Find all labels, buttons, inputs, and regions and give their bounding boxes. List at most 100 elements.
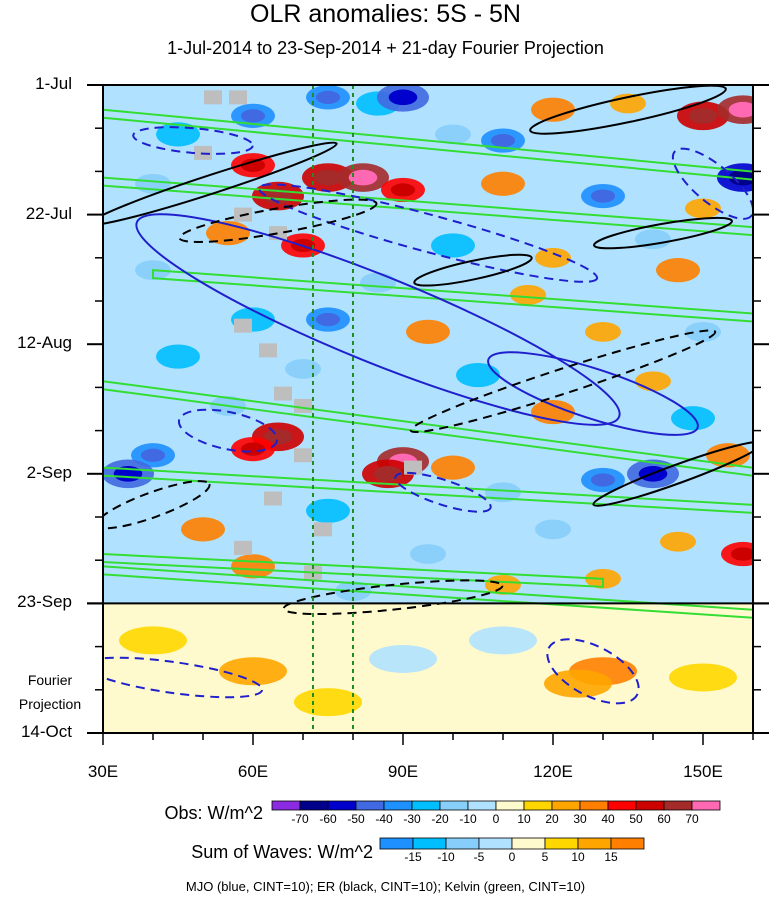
anomaly-core bbox=[688, 108, 718, 124]
obs-colorbar-tick: -30 bbox=[403, 812, 421, 826]
kelvin-contour bbox=[103, 380, 753, 477]
obs-colorbar-box bbox=[691, 800, 721, 811]
forecast-cell bbox=[369, 644, 437, 673]
missing-data-cell bbox=[234, 318, 252, 333]
waves-colorbar-title: Sum of Waves: W/m^2 bbox=[191, 842, 373, 862]
forecast-cell bbox=[544, 669, 612, 698]
obs-colorbar-box bbox=[355, 800, 385, 811]
forecast-cell bbox=[294, 688, 362, 717]
anomaly-cell bbox=[706, 443, 750, 468]
mjo-contour bbox=[546, 638, 640, 705]
anomaly-cell bbox=[431, 455, 475, 480]
obs-colorbar-box bbox=[383, 800, 413, 811]
chart-subtitle: 1-Jul-2014 to 23-Sep-2014 + 21-day Fouri… bbox=[167, 38, 604, 58]
anomaly-core bbox=[263, 428, 293, 445]
missing-data-cell bbox=[404, 460, 422, 475]
obs-colorbar-tick: 20 bbox=[545, 812, 559, 826]
obs-colorbar-tick: -50 bbox=[347, 812, 365, 826]
waves-colorbar-tick: -10 bbox=[437, 850, 455, 864]
obs-colorbar-box bbox=[551, 800, 581, 811]
mjo-contour bbox=[103, 656, 264, 699]
obs-colorbar-title: Obs: W/m^2 bbox=[164, 803, 263, 823]
kelvin-contour bbox=[103, 176, 753, 237]
obs-colorbar-tick: -40 bbox=[375, 812, 393, 826]
anomaly-core bbox=[388, 89, 418, 106]
waves-colorbar-box bbox=[511, 837, 546, 850]
obs-colorbar-tick: 0 bbox=[492, 812, 500, 826]
obs-colorbar-tick: 10 bbox=[517, 812, 531, 826]
waves-colorbar-tick: -15 bbox=[404, 850, 422, 864]
missing-data-cell bbox=[294, 398, 312, 413]
forecast-cell bbox=[469, 626, 537, 655]
missing-data-cell bbox=[294, 448, 312, 463]
mjo-contour bbox=[132, 126, 254, 155]
anomaly-core bbox=[490, 133, 516, 148]
missing-data-cell bbox=[259, 343, 277, 358]
anomaly-cell bbox=[410, 544, 446, 564]
y-tick-label: 2-Sep bbox=[26, 462, 72, 482]
obs-colorbar-box bbox=[411, 800, 441, 811]
waves-colorbar-box bbox=[412, 837, 447, 850]
anomaly-cell bbox=[535, 247, 571, 268]
anomaly-core bbox=[315, 90, 341, 104]
plot-axes bbox=[87, 84, 769, 745]
anomaly-cell bbox=[285, 358, 321, 379]
anomaly-cell bbox=[435, 124, 471, 145]
anomaly-core bbox=[240, 109, 266, 123]
reference-lines bbox=[87, 85, 769, 733]
anomaly-cell bbox=[585, 321, 621, 342]
plot-background bbox=[103, 85, 753, 733]
obs-colorbar-box bbox=[299, 800, 329, 811]
x-tick-label: 30E bbox=[87, 762, 119, 781]
anomaly-cell bbox=[485, 574, 521, 595]
y-tick-label: 14-Oct bbox=[20, 722, 72, 741]
anomaly-cell bbox=[635, 229, 671, 250]
obs-colorbar-box bbox=[579, 800, 609, 811]
waves-colorbar-box bbox=[544, 837, 579, 850]
er-contour bbox=[178, 198, 378, 243]
kelvin-contours bbox=[103, 108, 753, 619]
anomaly-core bbox=[348, 169, 378, 186]
anomaly-cell bbox=[535, 519, 571, 540]
mjo-contour bbox=[177, 408, 279, 453]
anomaly-field bbox=[103, 85, 753, 717]
anomaly-cell bbox=[656, 258, 700, 283]
anomaly-cell bbox=[406, 319, 450, 344]
missing-data-cell bbox=[274, 386, 292, 401]
plot-frame bbox=[102, 84, 754, 734]
missing-data-cell bbox=[264, 491, 282, 506]
anomaly-cell bbox=[685, 198, 721, 219]
waves-colorbar-box bbox=[478, 837, 513, 850]
obs-colorbar-tick: -70 bbox=[291, 812, 309, 826]
er-contour bbox=[413, 253, 533, 287]
anomaly-core bbox=[313, 169, 343, 186]
er-contour bbox=[409, 329, 717, 434]
anomaly-cell bbox=[156, 344, 200, 369]
anomaly-cell bbox=[456, 362, 500, 388]
obs-colorbar-tick: 70 bbox=[685, 812, 699, 826]
anomaly-cell bbox=[671, 406, 715, 431]
obs-colorbar-box bbox=[607, 800, 637, 811]
wave-contours bbox=[103, 85, 753, 705]
obs-colorbar-box bbox=[467, 800, 497, 811]
obs-colorbar-box bbox=[271, 800, 301, 811]
obs-colorbar-tick: -60 bbox=[319, 812, 337, 826]
er-contour bbox=[592, 440, 753, 507]
colorbars bbox=[271, 800, 721, 850]
obs-colorbar-tick: 40 bbox=[601, 812, 615, 826]
missing-data-cell bbox=[314, 522, 332, 537]
y-tick-label: 1-Jul bbox=[35, 74, 72, 93]
obs-colorbar-box bbox=[327, 800, 357, 811]
anomaly-cell bbox=[181, 517, 225, 542]
fourier-label-line: Fourier bbox=[27, 672, 73, 688]
obs-colorbar-box bbox=[495, 800, 525, 811]
anomaly-cell bbox=[431, 233, 475, 258]
obs-colorbar-box bbox=[635, 800, 665, 811]
obs-colorbar-box bbox=[663, 800, 693, 811]
obs-colorbar-tick: 50 bbox=[629, 812, 643, 826]
anomaly-core bbox=[140, 448, 166, 462]
x-tick-label: 120E bbox=[533, 762, 573, 781]
kelvin-contour bbox=[103, 108, 753, 181]
mjo-contour bbox=[135, 213, 621, 426]
